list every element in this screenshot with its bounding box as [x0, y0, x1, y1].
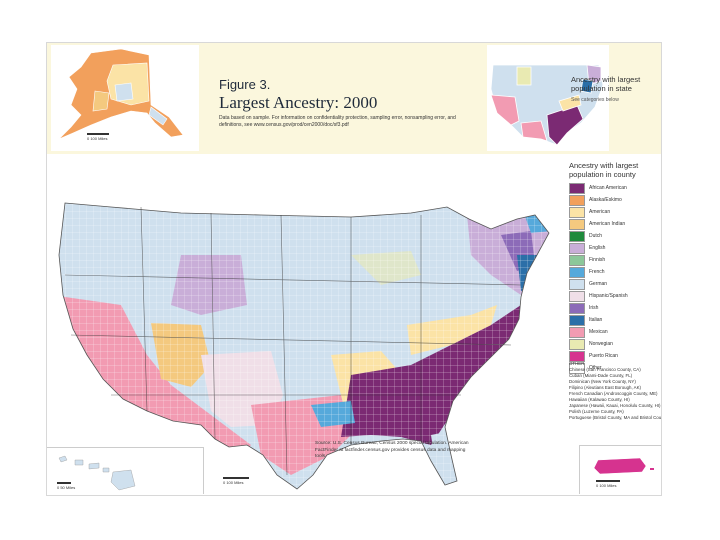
hawaii-scale-label: 0 50 Miles [57, 485, 76, 490]
puerto-rico-map [593, 457, 654, 475]
source-note: Source: U.S. Census Bureau, Census 2000 … [315, 441, 469, 459]
legend-label: American Indian [589, 221, 626, 227]
legend-item: French [569, 266, 659, 278]
legend-item: English [569, 242, 659, 254]
lower48-scale: 0 100 Miles [223, 477, 249, 485]
legend-swatch [569, 314, 585, 326]
figure-number: Figure 3. [219, 77, 271, 92]
legend-swatch [569, 266, 585, 278]
other-items: Chinese (San Francisco County, CA) Cuban … [569, 367, 661, 421]
legend-title: Ancestry with largest population in coun… [569, 161, 639, 179]
lower48-scale-label: 0 100 Miles [223, 480, 244, 485]
other-item: French Canadian (Androscoggin County, ME… [569, 391, 658, 396]
legend-item: American [569, 206, 659, 218]
legend-item: Finnish [569, 254, 659, 266]
legend-item: Alaska/Eskimo [569, 194, 659, 206]
county-legend: Ancestry with largest population in coun… [569, 161, 659, 374]
puerto-rico-scale: 0 100 Miles [596, 480, 620, 488]
legend-label: American [589, 209, 611, 215]
census-map-sheet: 0 100 Miles Figure 3. Largest Ancestry: … [46, 42, 662, 496]
figure-note: Data based on sample. For information on… [219, 115, 456, 128]
legend-item: Norwegian [569, 338, 659, 350]
figure-title: Largest Ancestry: 2000 [219, 93, 378, 112]
legend-label: Mexican [589, 329, 608, 335]
legend-item: Dutch [569, 230, 659, 242]
legend-swatch [569, 362, 585, 374]
legend-swatch [569, 254, 585, 266]
legend-swatch [569, 194, 585, 206]
legend-label: Puerto Rican [589, 353, 618, 359]
other-title: OTHER [569, 361, 585, 366]
main-county-map [51, 155, 555, 491]
other-item: Polish (Luzerne County, PA) [569, 409, 624, 414]
puerto-rico-scale-label: 0 100 Miles [596, 483, 617, 488]
legend-label: Hispanic/Spanish [589, 293, 628, 299]
legend-swatch [569, 242, 585, 254]
legend-items: African American Alaska/Eskimo American Ame… [569, 182, 659, 374]
other-item: Dominican (New York County, NY) [569, 379, 636, 384]
legend-label: French [589, 269, 605, 275]
legend-swatch [569, 278, 585, 290]
legend-item: Hispanic/Spanish [569, 290, 659, 302]
legend-swatch [569, 218, 585, 230]
legend-item: African American [569, 182, 659, 194]
legend-swatch [569, 206, 585, 218]
hawaii-map [58, 455, 136, 491]
legend-label: Alaska/Eskimo [589, 197, 622, 203]
alaska-map [58, 48, 184, 140]
legend-item: Puerto Rican [569, 350, 659, 362]
hawaii-scale: 0 50 Miles [57, 482, 75, 490]
legend-item: Italian [569, 314, 659, 326]
hawaii-inset: 0 50 Miles [47, 447, 204, 494]
other-item: Japanese (Hawaii, Kauai, Honolulu County… [569, 403, 661, 408]
legend-label: Norwegian [589, 341, 613, 347]
legend-item: Irish [569, 302, 659, 314]
legend-label: Dutch [589, 233, 603, 239]
legend-swatch [569, 338, 585, 350]
lower48-map [58, 202, 550, 490]
puerto-rico-inset: 0 100 Miles [579, 445, 661, 494]
legend-item: Other [569, 362, 659, 374]
legend-swatch [569, 230, 585, 242]
other-item: Chinese (San Francisco County, CA) [569, 367, 641, 372]
legend-swatch [569, 182, 585, 194]
state-inset-map [487, 45, 609, 151]
legend-swatch [569, 302, 585, 314]
legend-item: American Indian [569, 218, 659, 230]
state-inset-title: Ancestry with largest population in stat… [571, 75, 641, 93]
legend-label: English [589, 245, 606, 251]
legend-swatch [569, 290, 585, 302]
other-item: Portuguese (Bristol County, MA and Brist… [569, 415, 662, 420]
legend-label: Other [589, 365, 602, 371]
legend-label: Irish [589, 305, 599, 311]
other-ancestries: OTHER Chinese (San Francisco County, CA)… [569, 361, 661, 421]
alaska-inset: 0 100 Miles [51, 45, 199, 151]
legend-label: Italian [589, 317, 603, 323]
state-inset-shapes [490, 64, 604, 146]
legend-item: German [569, 278, 659, 290]
alaska-scale: 0 100 Miles [87, 133, 109, 141]
legend-item: Mexican [569, 326, 659, 338]
legend-label: Finnish [589, 257, 606, 263]
legend-swatch [569, 326, 585, 338]
alaska-scale-label: 0 100 Miles [87, 136, 108, 141]
other-item: Cuban (Miami-Dade County, FL) [569, 373, 633, 378]
state-inset-subtitle: See categories below [571, 97, 619, 103]
other-item: Filipino (Aleutians East Borough, AK) [569, 385, 641, 390]
legend-label: German [589, 281, 608, 287]
other-item: Hawaiian (Kalawao County, HI) [569, 397, 630, 402]
legend-label: African American [589, 185, 627, 191]
legend-swatch [569, 350, 585, 362]
